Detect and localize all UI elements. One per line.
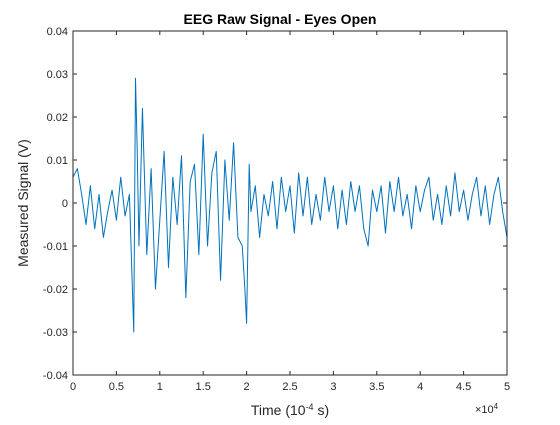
y-tick-label: -0.02 bbox=[43, 284, 68, 296]
x-axis-label: Time (10-4 s) bbox=[251, 402, 329, 418]
y-tick-label: 0.02 bbox=[47, 112, 68, 124]
y-tick-label: 0.01 bbox=[47, 155, 68, 167]
x-tick-label: 0 bbox=[70, 381, 76, 393]
x-tick-label: 1.5 bbox=[196, 381, 211, 393]
y-axis-label: Measured Signal (V) bbox=[15, 139, 31, 267]
y-tick-label: 0.04 bbox=[47, 26, 68, 38]
chart-title: EEG Raw Signal - Eyes Open bbox=[184, 11, 377, 27]
x-tick-label: 2 bbox=[244, 381, 250, 393]
plot-area: 0 0.5 1 1.5 2 2.5 3 3.5 4 4.5 5 -0.04 -0.03 -0.02 -0.0… bbox=[43, 26, 510, 393]
x-tick-label: 0.5 bbox=[109, 381, 124, 393]
series-line-0 bbox=[72, 77, 508, 333]
x-tick-label: 4 bbox=[417, 381, 423, 393]
y-tick-label: -0.01 bbox=[43, 241, 68, 253]
y-tick-label: 0.03 bbox=[47, 69, 68, 81]
x-tick-label: 3 bbox=[330, 381, 336, 393]
y-tick-label: 0 bbox=[62, 198, 68, 210]
x-tick-label: 2.5 bbox=[282, 381, 297, 393]
x-tick-label: 4.5 bbox=[456, 381, 471, 393]
y-tick-label: -0.04 bbox=[43, 370, 68, 382]
x-tick-label: 1 bbox=[157, 381, 163, 393]
y-tick-label: -0.03 bbox=[43, 327, 68, 339]
x-axis-multiplier: ×104 bbox=[475, 402, 499, 417]
x-tick-label: 5 bbox=[504, 381, 510, 393]
x-tick-label: 3.5 bbox=[369, 381, 384, 393]
